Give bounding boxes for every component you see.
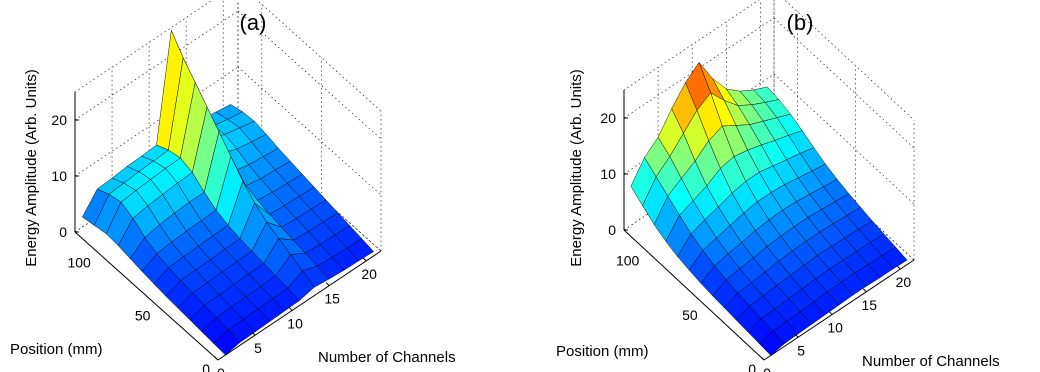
z-tick-label: 0 (59, 224, 67, 240)
y-tick-label: 100 (616, 253, 640, 269)
axes (623, 90, 915, 361)
z-axis-label: Energy Amplitude (Arb. Units) (23, 69, 40, 267)
y-tick-label: 0 (748, 361, 756, 372)
x-tick-label: 5 (254, 340, 262, 356)
x-tick-label: 10 (287, 315, 303, 331)
surface-face (213, 329, 241, 356)
z-tick-label: 20 (600, 110, 616, 126)
panel-title: (b) (787, 10, 814, 35)
surface (630, 62, 908, 356)
z-tick-label: 0 (608, 222, 616, 238)
z-tick-label: 10 (600, 166, 616, 182)
x-tick-label: 0 (217, 365, 225, 372)
z-tick-label: 10 (51, 168, 67, 184)
y-tick-label: 100 (67, 254, 91, 270)
surface-face (758, 330, 785, 356)
y-axis-label: Position (mm) (10, 341, 103, 358)
x-tick-label: 10 (827, 320, 843, 336)
surface (82, 30, 374, 356)
z-axis-label: Energy Amplitude (Arb. Units) (568, 69, 585, 267)
panel-a: 0510152005010001020(a)Energy Amplitude (… (10, 0, 456, 372)
panel-title: (a) (240, 10, 267, 35)
x-tick-label: 0 (763, 365, 771, 372)
y-tick-label: 50 (135, 308, 151, 324)
x-tick-label: 20 (361, 266, 377, 282)
x-tick-label: 5 (797, 342, 805, 358)
y-axis-label: Position (mm) (556, 343, 649, 360)
x-tick-label: 20 (896, 274, 912, 290)
z-tick-label: 20 (51, 112, 67, 128)
y-tick-label: 50 (682, 307, 698, 323)
x-tick-label: 15 (324, 291, 340, 307)
axes (74, 92, 382, 361)
panel-b: 0510152005010001020(b)Energy Amplitude (… (556, 0, 1000, 372)
x-axis-label: Number of Channels (318, 349, 456, 366)
x-tick-label: 15 (861, 297, 877, 313)
x-axis-label: Number of Channels (862, 353, 1000, 370)
y-tick-label: 0 (202, 361, 210, 372)
